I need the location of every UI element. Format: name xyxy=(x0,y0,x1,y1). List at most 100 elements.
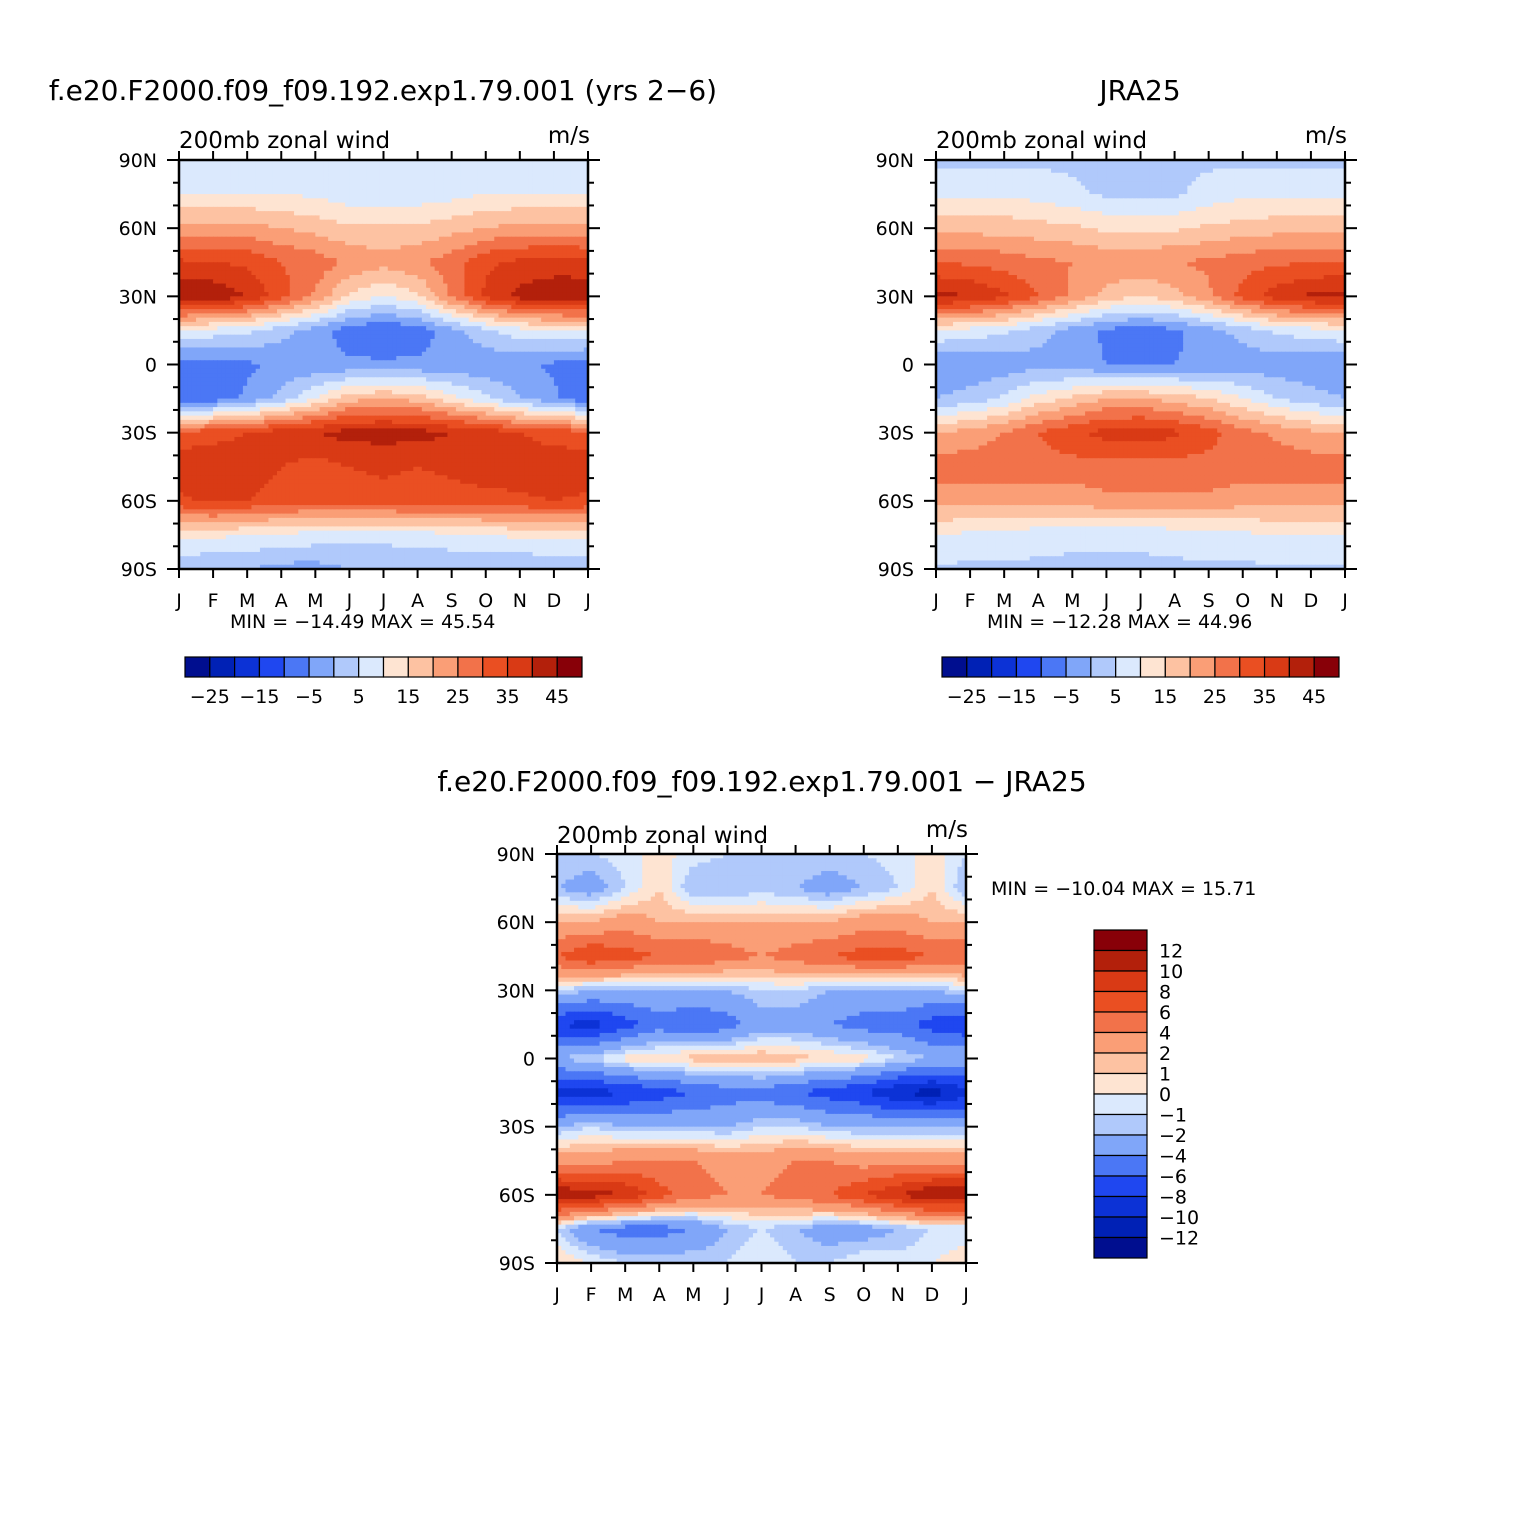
panel-model-contour-cell xyxy=(332,339,337,344)
panel-model-contour-cell xyxy=(311,228,316,233)
panel-model-contour-cell xyxy=(452,237,457,242)
panel-model-contour-cell xyxy=(375,169,380,174)
panel-model-contour-cell xyxy=(315,203,320,208)
panel-model-contour-cell xyxy=(273,365,278,370)
panel-model-contour-cell xyxy=(503,237,508,242)
panel-model-contour-cell xyxy=(260,335,265,340)
panel-model-contour-cell xyxy=(332,241,337,246)
panel-model-contour-cell xyxy=(567,275,572,280)
panel-model-contour-cell xyxy=(213,373,218,378)
panel-model-contour-cell xyxy=(464,330,469,335)
panel-model-contour-cell xyxy=(528,275,533,280)
panel-model-contour-cell xyxy=(464,198,469,203)
panel-model-contour-cell xyxy=(392,224,397,229)
panel-model-contour-cell xyxy=(337,215,342,220)
panel-model-contour-cell xyxy=(188,309,193,314)
panel-model-contour-cell xyxy=(413,330,418,335)
panel-model-contour-cell xyxy=(311,211,316,216)
panel-model-contour-cell xyxy=(422,279,427,284)
panel-model-contour-cell xyxy=(477,169,482,174)
panel-model-contour-cell xyxy=(332,224,337,229)
panel-model-contour-cell xyxy=(251,365,256,370)
panel-model-contour-cell xyxy=(298,245,303,250)
panel-model-contour-cell xyxy=(520,215,525,220)
panel-model-contour-cell xyxy=(511,207,516,212)
panel-model-contour-cell xyxy=(341,335,346,340)
panel-model-contour-cell xyxy=(430,313,435,318)
panel-model-contour-cell xyxy=(554,186,559,191)
panel-model-contour-cell xyxy=(324,296,329,301)
panel-model-contour-cell xyxy=(473,249,478,254)
panel-model-contour-cell xyxy=(575,377,580,382)
panel-model-contour-cell xyxy=(405,365,410,370)
panel-model-contour-cell xyxy=(567,220,572,225)
panel-model-title: f.e20.F2000.f09_f09.192.exp1.79.001 (yrs… xyxy=(49,74,717,107)
panel-model-contour-cell xyxy=(256,249,261,254)
panel-model-contour-cell xyxy=(473,164,478,169)
panel-model-contour-cell xyxy=(511,194,516,199)
panel-model-contour-cell xyxy=(307,173,312,178)
panel-model-contour-cell xyxy=(516,279,521,284)
panel-model-contour-cell xyxy=(264,207,269,212)
panel-model-contour-cell xyxy=(349,258,354,263)
panel-model-contour-cell xyxy=(477,322,482,327)
panel-model-contour-cell xyxy=(222,249,227,254)
panel-model-contour-cell xyxy=(384,232,389,237)
panel-model-contour-cell xyxy=(392,254,397,259)
panel-model-contour-cell xyxy=(507,305,512,310)
panel-model-contour-cell xyxy=(537,275,542,280)
panel-model-contour-cell xyxy=(311,330,316,335)
panel-model-contour-cell xyxy=(243,258,248,263)
panel-model-contour-cell xyxy=(494,292,499,297)
panel-model-contour-cell xyxy=(209,356,214,361)
panel-model-contour-cell xyxy=(503,194,508,199)
panel-model-contour-cell xyxy=(545,352,550,357)
panel-model-contour-cell xyxy=(537,301,542,306)
panel-model-contour-cell xyxy=(281,228,286,233)
panel-model-contour-cell xyxy=(324,343,329,348)
panel-model-contour-cell xyxy=(405,305,410,310)
panel-model-contour-cell xyxy=(264,279,269,284)
panel-model-contour-cell xyxy=(499,322,504,327)
panel-model-contour-cell xyxy=(460,228,465,233)
panel-model-contour-cell xyxy=(217,296,222,301)
panel-model-contour-cell xyxy=(413,369,418,374)
panel-model-contour-cell xyxy=(537,352,542,357)
panel-model-contour-cell xyxy=(430,309,435,314)
panel-model-contour-cell xyxy=(396,284,401,289)
panel-model-contour-cell xyxy=(273,343,278,348)
panel-model-contour-cell xyxy=(511,262,516,267)
panel-model-contour-cell xyxy=(256,211,261,216)
panel-model-contour-cell xyxy=(481,258,486,263)
panel-model-contour-cell xyxy=(388,313,393,318)
panel-model-contour-cell xyxy=(537,347,542,352)
panel-model-contour-cell xyxy=(324,194,329,199)
panel-model-contour-cell xyxy=(209,190,214,195)
panel-model-contour-cell xyxy=(473,198,478,203)
panel-model-contour-cell xyxy=(503,186,508,191)
panel-model-contour-cell xyxy=(473,275,478,280)
panel-model-contour-cell xyxy=(183,245,188,250)
panel-model-contour-cell xyxy=(469,360,474,365)
panel-model-contour-cell xyxy=(464,262,469,267)
panel-model-contour-cell xyxy=(341,194,346,199)
panel-model-contour-cell xyxy=(516,220,521,225)
panel-model-contour-cell xyxy=(366,194,371,199)
panel-model-contour-cell xyxy=(477,198,482,203)
panel-model-contour-cell xyxy=(192,186,197,191)
panel-model-contour-cell xyxy=(345,292,350,297)
panel-model-contour-cell xyxy=(217,245,222,250)
panel-model-contour-cell xyxy=(324,352,329,357)
panel-model-contour-cell xyxy=(537,207,542,212)
panel-model-contour-cell xyxy=(298,356,303,361)
panel-model-contour-cell xyxy=(251,318,256,323)
panel-model-contour-cell xyxy=(418,373,423,378)
panel-model-contour-cell xyxy=(251,232,256,237)
panel-model-contour-cell xyxy=(290,241,295,246)
panel-model-contour-cell xyxy=(481,228,486,233)
panel-model-contour-cell xyxy=(183,318,188,323)
panel-model-contour-cell xyxy=(528,203,533,208)
panel-model-contour-cell xyxy=(264,173,269,178)
panel-model-contour-cell xyxy=(447,237,452,242)
panel-model-contour-cell xyxy=(286,186,291,191)
